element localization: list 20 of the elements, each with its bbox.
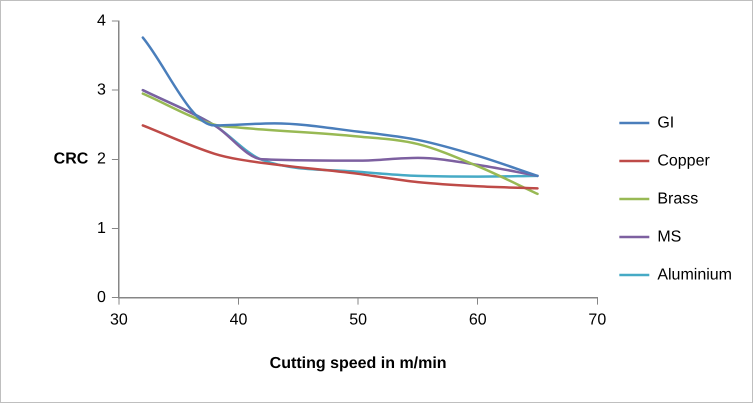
legend-label: MS: [657, 228, 682, 246]
x-tick-label: 70: [588, 312, 606, 329]
y-tick-label: 1: [96, 220, 106, 237]
legend-label: GI: [657, 114, 674, 132]
x-tick-label: 50: [349, 312, 368, 329]
line-series: [142, 124, 539, 190]
y-tick-label: 0: [96, 289, 106, 306]
line-series: [142, 36, 539, 178]
y-tick-label: 4: [96, 12, 106, 30]
line-series: [142, 92, 539, 196]
y-axis-title: CRC: [54, 150, 89, 168]
x-tick-label: 60: [468, 312, 487, 329]
x-tick-label: 40: [230, 312, 248, 329]
y-tick-label: 3: [96, 82, 106, 99]
legend-label: Brass: [657, 190, 698, 208]
legend-label: Copper: [657, 152, 710, 170]
legend-label: Aluminium: [657, 266, 732, 284]
x-axis-title: Cutting speed in m/min: [270, 354, 447, 372]
y-tick-label: 2: [96, 150, 106, 168]
x-tick-label: 30: [110, 312, 128, 329]
